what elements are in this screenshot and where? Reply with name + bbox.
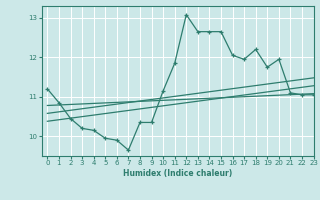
X-axis label: Humidex (Indice chaleur): Humidex (Indice chaleur) [123,169,232,178]
